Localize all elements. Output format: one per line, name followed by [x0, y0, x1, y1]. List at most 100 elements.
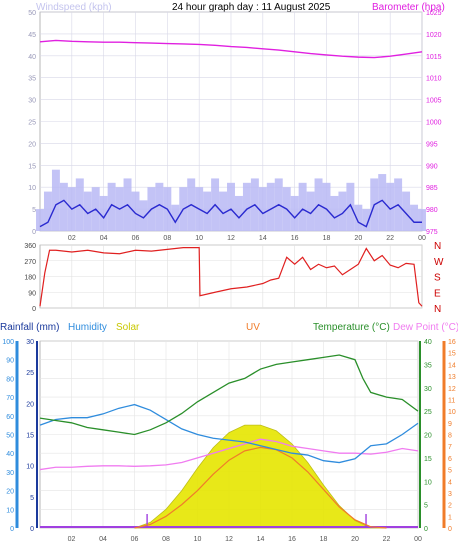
rain-x-tick-label: 16	[288, 536, 296, 543]
rain-y-tick-label: 15	[26, 433, 34, 440]
humidity-y-tick-label: 100	[2, 339, 14, 346]
gust-bar	[306, 191, 315, 231]
uv-y-tick-label: 0	[448, 526, 452, 533]
rain-x-tick-label: 08	[162, 536, 170, 543]
rain-temp-series	[39, 354, 419, 529]
rain-x-tick-label: 20	[351, 536, 359, 543]
temperature-line	[39, 354, 419, 436]
windspeed-axis-label: Windspeed (kph)	[36, 2, 112, 13]
gust-bar	[258, 187, 267, 231]
gust-bar	[410, 204, 419, 231]
wind-x-tick-label: 22	[386, 235, 394, 242]
wind-x-tick-label: 10	[195, 235, 203, 242]
rain-x-tick-label: 06	[131, 536, 139, 543]
baro-y-tick-label: 1010	[426, 76, 442, 83]
uv-y-tick-label: 11	[448, 397, 455, 404]
compass-label: E	[434, 288, 441, 299]
baro-y-ticks: 975 980 985 990 995 1000 1005 1010 1015 1020 1025	[426, 10, 442, 236]
gust-bar	[99, 195, 108, 231]
rain-y-tick-label: 25	[26, 370, 34, 377]
wind-x-tick-label: 04	[100, 235, 108, 242]
gust-bar	[354, 204, 363, 231]
uv-y-tick-label: 7	[448, 444, 452, 451]
wind-y-tick-label: 15	[28, 163, 36, 170]
direction-grid	[40, 244, 423, 309]
baro-y-tick-label: 1025	[426, 10, 442, 17]
gust-bar	[83, 191, 92, 231]
wind-x-tick-label: 08	[163, 235, 171, 242]
rain-x-tick-label: 12	[225, 536, 233, 543]
wind-y-tick-label: 45	[28, 32, 36, 39]
rain-y-tick-label: 10	[26, 464, 34, 471]
compass-label: N	[434, 241, 441, 252]
gust-bar	[203, 191, 212, 231]
wind-y-tick-label: 10	[28, 185, 36, 192]
wind-y-tick-label: 50	[28, 10, 36, 17]
direction-y-tick-label: 360	[24, 243, 36, 250]
direction-series	[39, 247, 423, 307]
humidity-y-tick-label: 50	[6, 433, 14, 440]
solar-area	[134, 424, 387, 529]
dewpoint-line	[39, 438, 419, 471]
temp-y-tick-label: 10	[424, 479, 432, 486]
humidity-y-tick-label: 40	[6, 451, 14, 458]
wind-x-tick-label: 06	[132, 235, 140, 242]
gust-bar	[266, 182, 275, 231]
wind-y-tick-label: 25	[28, 120, 36, 127]
gust-bar	[298, 182, 307, 231]
uv-y-tick-label: 13	[448, 374, 456, 381]
gust-bar	[43, 191, 52, 231]
wind-x-tick-label: 12	[227, 235, 235, 242]
compass-label: W	[434, 257, 444, 268]
wind-x-tick-label: 14	[259, 235, 267, 242]
direction-y-tick-label: 270	[24, 259, 36, 266]
wind-x-tick-label: 16	[291, 235, 299, 242]
direction-y-tick-label: 0	[32, 306, 36, 313]
baro-y-tick-label: 985	[426, 185, 438, 192]
humidity-y-tick-label: 20	[6, 489, 14, 496]
wind-x-tick-label: 18	[323, 235, 331, 242]
rain-x-tick-label: 04	[99, 536, 107, 543]
uv-y-tick-label: 2	[448, 503, 452, 510]
rain-x-tick-label: 00	[414, 536, 422, 543]
temp-y-tick-label: 35	[424, 362, 432, 369]
gust-bar	[227, 182, 235, 231]
baro-y-tick-label: 980	[426, 207, 438, 214]
gust-bar	[139, 200, 148, 231]
direction-y-ticks: 0 90 180 270 360	[24, 243, 36, 313]
wind-y-tick-label: 40	[28, 54, 36, 61]
uv-y-tick-label: 4	[448, 479, 452, 486]
temp-y-tick-label: 20	[424, 433, 432, 440]
rain-temp-axis-lines	[15, 341, 446, 528]
wind-y-ticks: 0 5 10 15 20 25 30 35 40 45 50	[28, 10, 36, 236]
baro-y-tick-label: 1005	[426, 98, 442, 105]
humidity-y-tick-label: 70	[6, 395, 14, 402]
gust-bar	[171, 204, 180, 231]
humidity-y-tick-label: 60	[6, 414, 14, 421]
gust-bar	[234, 195, 243, 231]
temp-y-tick-label: 0	[424, 526, 428, 533]
rain-x-tick-label: 18	[320, 536, 328, 543]
humidity-y-tick-label: 0	[10, 526, 14, 533]
wind-y-tick-label: 35	[28, 76, 36, 83]
rain-y-tick-label: 30	[26, 339, 34, 346]
uv-label: UV	[246, 322, 260, 333]
gust-bar	[338, 191, 347, 231]
rain-x-tick-label: 14	[257, 536, 265, 543]
chart-title: 24 hour graph day : 11 August 2025	[172, 2, 331, 13]
humidity-y-tick-label: 80	[6, 376, 14, 383]
gust-bar	[362, 209, 371, 231]
solar-label: Solar	[116, 322, 140, 333]
gust-bar	[59, 182, 68, 231]
uv-y-tick-label: 5	[448, 468, 452, 475]
gust-bar	[386, 182, 395, 231]
rainfall-label: Rainfall (mm)	[0, 322, 59, 333]
wind-x-tick-label: 02	[68, 235, 76, 242]
gust-bar	[418, 209, 426, 231]
gust-bar	[290, 195, 299, 231]
windspeed-line	[39, 199, 422, 228]
